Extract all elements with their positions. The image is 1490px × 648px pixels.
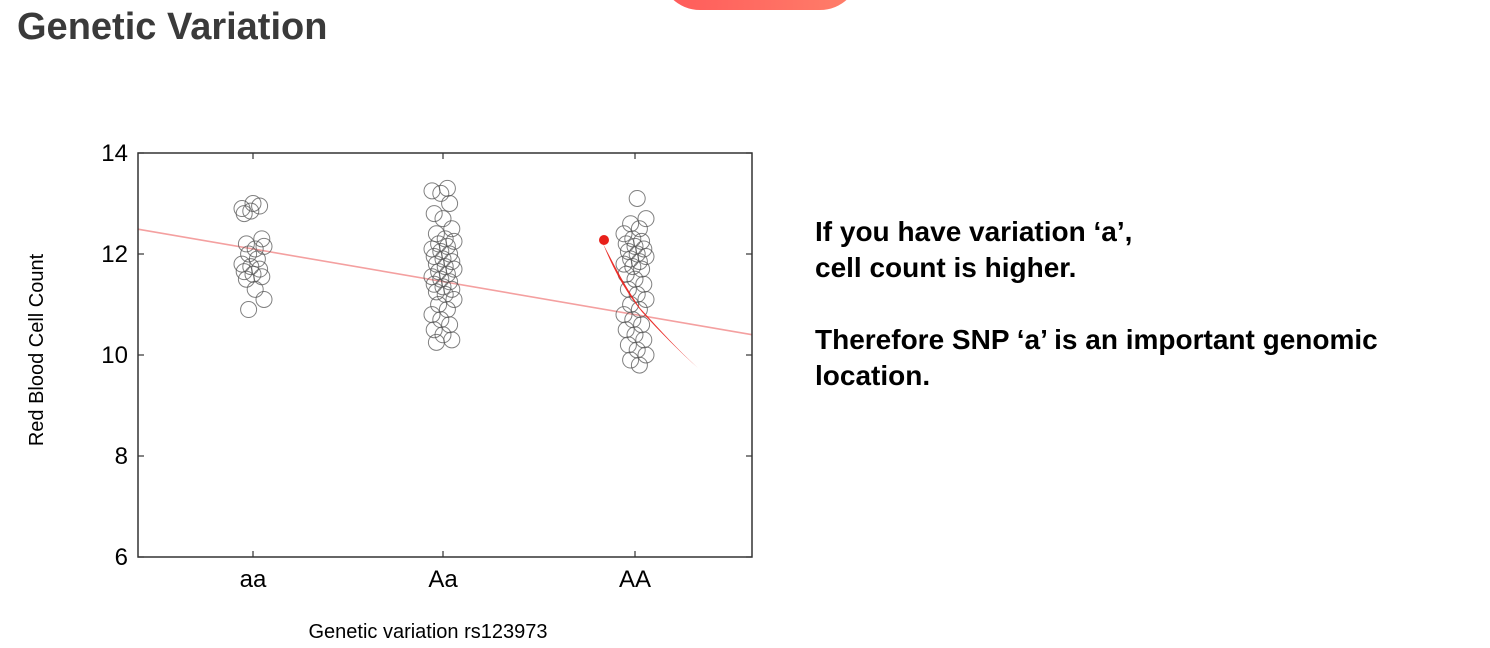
paragraph-1-line-2: cell count is higher. [815,252,1077,283]
data-point [619,336,637,354]
paragraph-1: If you have variation ‘a’, cell count is… [815,214,1475,286]
data-point [425,321,443,339]
data-point [425,205,443,223]
slide-title: Genetic Variation [17,6,328,48]
data-point [242,202,260,220]
x-tick-label: AA [619,566,651,593]
data-point [425,275,443,293]
data-point [445,290,463,308]
data-point [443,220,461,238]
data-point [633,260,651,278]
data-point [244,195,262,212]
data-point [237,235,255,253]
y-tick-label: 10 [101,342,128,369]
data-point [432,311,450,329]
data-point [626,270,644,288]
y-tick-label: 14 [101,140,128,167]
annotation-stroke [600,238,698,368]
data-point [246,240,264,258]
data-point [441,195,459,212]
data-point [637,346,655,364]
data-point [630,220,648,238]
data-point [637,290,655,308]
data-point [637,210,655,228]
data-point [242,258,260,276]
top-decorative-shape [660,0,860,10]
data-point [434,278,452,296]
data-point [633,316,651,334]
x-tick-label: aa [240,566,267,593]
y-tick-label: 6 [115,544,128,571]
paragraph-2: Therefore SNP ‘a’ is an important genomi… [815,322,1475,394]
slide-body: If you have variation ‘a’, cell count is… [815,214,1475,430]
x-tick-label: Aa [428,566,458,593]
data-point [628,341,646,359]
data-point [432,184,450,202]
data-point [423,306,441,324]
data-point [615,306,633,324]
data-point [240,301,258,319]
scatter-chart: 6 8 10 12 14 aa Aa AA Red Blood Cell Count Gene… [26,140,753,643]
data-point [235,263,253,281]
data-point [630,356,648,374]
data-point [427,333,445,351]
annotation-stroke-start [599,235,609,245]
data-point [436,285,454,303]
data-point [630,301,648,319]
data-point [427,225,445,243]
y-tick-label: 12 [101,241,128,268]
data-point [434,210,452,228]
data-point [255,290,273,308]
y-tick-label: 8 [115,443,128,470]
data-point [624,311,642,329]
data-point [430,296,448,313]
data-point [619,280,637,298]
data-point [253,230,271,248]
data-point [438,301,456,319]
data-point [246,280,264,298]
data-point [423,182,441,200]
data-point [622,351,640,369]
data-point [635,275,653,293]
data-point [628,189,646,207]
data-point [251,197,269,215]
data-point [635,331,653,349]
paragraph-2-line-2: location. [815,360,931,391]
data-point [626,326,644,344]
paragraph-1-line-1: If you have variation ‘a’, [815,216,1133,247]
data-point [441,316,459,334]
data-point [240,245,258,263]
data-point [615,225,633,243]
x-axis-label: Genetic variation rs123973 [308,621,547,643]
paragraph-2-line-1: Therefore SNP ‘a’ is an important genomi… [815,324,1378,355]
data-point [235,205,253,223]
plot-frame [137,152,753,558]
data-point [443,331,461,349]
data-point [237,270,255,288]
data-point [622,215,640,233]
data-point [615,255,633,273]
data-point [427,283,445,301]
data-point [244,265,262,283]
data-point [617,321,635,339]
y-axis-label: Red Blood Cell Count [26,253,48,446]
